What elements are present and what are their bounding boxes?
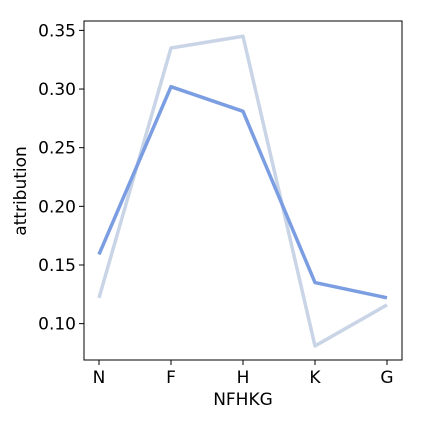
y-axis-title: attribution [11, 146, 31, 236]
y-axis: 0.10 0.15 0.20 0.25 0.30 0.35 [38, 21, 84, 335]
y-tick-label-1: 0.15 [38, 256, 76, 276]
x-axis-title: NFHKG [213, 390, 273, 410]
x-tick-label-1: F [166, 368, 176, 388]
y-tick-label-0: 0.10 [38, 315, 76, 335]
series-layer [97, 34, 388, 348]
y-tick-label-3: 0.25 [38, 139, 76, 159]
x-tick-label-3: K [309, 368, 321, 388]
x-tick-label-4: G [380, 368, 393, 388]
x-tick-label-0: N [93, 368, 106, 388]
series-line-2 [97, 34, 388, 348]
y-tick-label-4: 0.30 [38, 80, 76, 100]
series-line-1 [97, 84, 388, 300]
y-tick-label-2: 0.20 [38, 197, 76, 217]
y-tick-label-5: 0.35 [38, 21, 76, 41]
x-tick-label-2: H [237, 368, 250, 388]
